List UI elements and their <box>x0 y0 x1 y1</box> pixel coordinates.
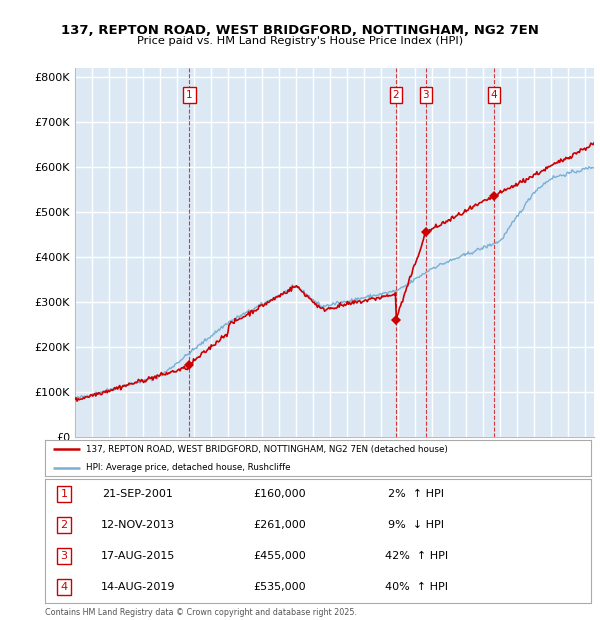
Text: 3: 3 <box>61 551 68 561</box>
Text: Price paid vs. HM Land Registry's House Price Index (HPI): Price paid vs. HM Land Registry's House … <box>137 36 463 46</box>
Text: 3: 3 <box>422 90 429 100</box>
Text: 137, REPTON ROAD, WEST BRIDGFORD, NOTTINGHAM, NG2 7EN: 137, REPTON ROAD, WEST BRIDGFORD, NOTTIN… <box>61 24 539 37</box>
Text: Contains HM Land Registry data © Crown copyright and database right 2025.: Contains HM Land Registry data © Crown c… <box>45 608 357 617</box>
Text: £160,000: £160,000 <box>253 489 306 499</box>
Text: 137, REPTON ROAD, WEST BRIDGFORD, NOTTINGHAM, NG2 7EN (detached house): 137, REPTON ROAD, WEST BRIDGFORD, NOTTIN… <box>86 445 448 454</box>
Text: 4: 4 <box>61 582 68 592</box>
Text: 2: 2 <box>392 90 399 100</box>
Text: 4: 4 <box>491 90 497 100</box>
Text: 12-NOV-2013: 12-NOV-2013 <box>101 520 175 530</box>
Text: 17-AUG-2015: 17-AUG-2015 <box>101 551 175 561</box>
Text: £535,000: £535,000 <box>253 582 306 592</box>
Text: 42%  ↑ HPI: 42% ↑ HPI <box>385 551 448 561</box>
Text: 2: 2 <box>61 520 68 530</box>
Text: 40%  ↑ HPI: 40% ↑ HPI <box>385 582 448 592</box>
Text: 9%  ↓ HPI: 9% ↓ HPI <box>388 520 444 530</box>
Text: HPI: Average price, detached house, Rushcliffe: HPI: Average price, detached house, Rush… <box>86 463 290 472</box>
Text: £261,000: £261,000 <box>253 520 306 530</box>
Text: 1: 1 <box>186 90 193 100</box>
Text: 2%  ↑ HPI: 2% ↑ HPI <box>388 489 444 499</box>
Text: 14-AUG-2019: 14-AUG-2019 <box>101 582 175 592</box>
Text: 21-SEP-2001: 21-SEP-2001 <box>103 489 173 499</box>
Text: 1: 1 <box>61 489 68 499</box>
Text: £455,000: £455,000 <box>253 551 306 561</box>
